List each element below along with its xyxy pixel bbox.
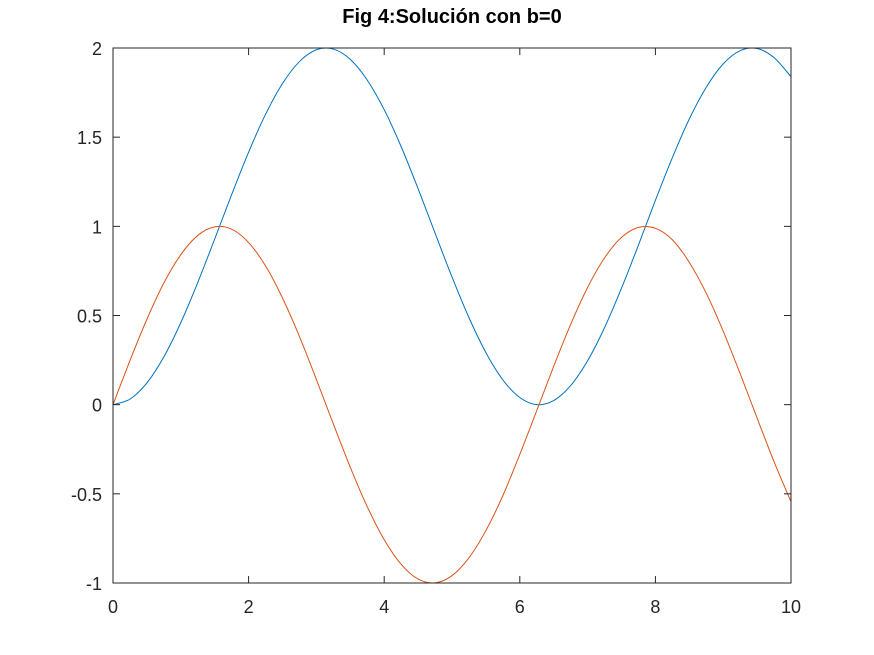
x-tick-label: 2: [244, 597, 254, 617]
y-tick-label: 1.5: [77, 128, 102, 148]
y-tick-label: -1: [86, 574, 102, 594]
y-tick-label: -0.5: [71, 485, 102, 505]
y-tick-label: 2: [92, 39, 102, 59]
x-tick-label: 10: [781, 597, 801, 617]
x-tick-label: 4: [379, 597, 389, 617]
plot-area: 0 2 4 6 8 10 -1 -0.5 0 0.5 1 1.5 2: [71, 39, 801, 617]
chart-title: Fig 4:Solución con b=0: [342, 6, 561, 28]
x-tick-label: 6: [515, 597, 525, 617]
y-tick-label: 1: [92, 217, 102, 237]
series-line-2: [113, 225, 791, 584]
y-tick-label: 0.5: [77, 307, 102, 327]
x-tick-label: 0: [108, 597, 118, 617]
x-tick-label: 8: [650, 597, 660, 617]
y-tick-label: 0: [92, 396, 102, 416]
series-line-1: [113, 47, 791, 406]
